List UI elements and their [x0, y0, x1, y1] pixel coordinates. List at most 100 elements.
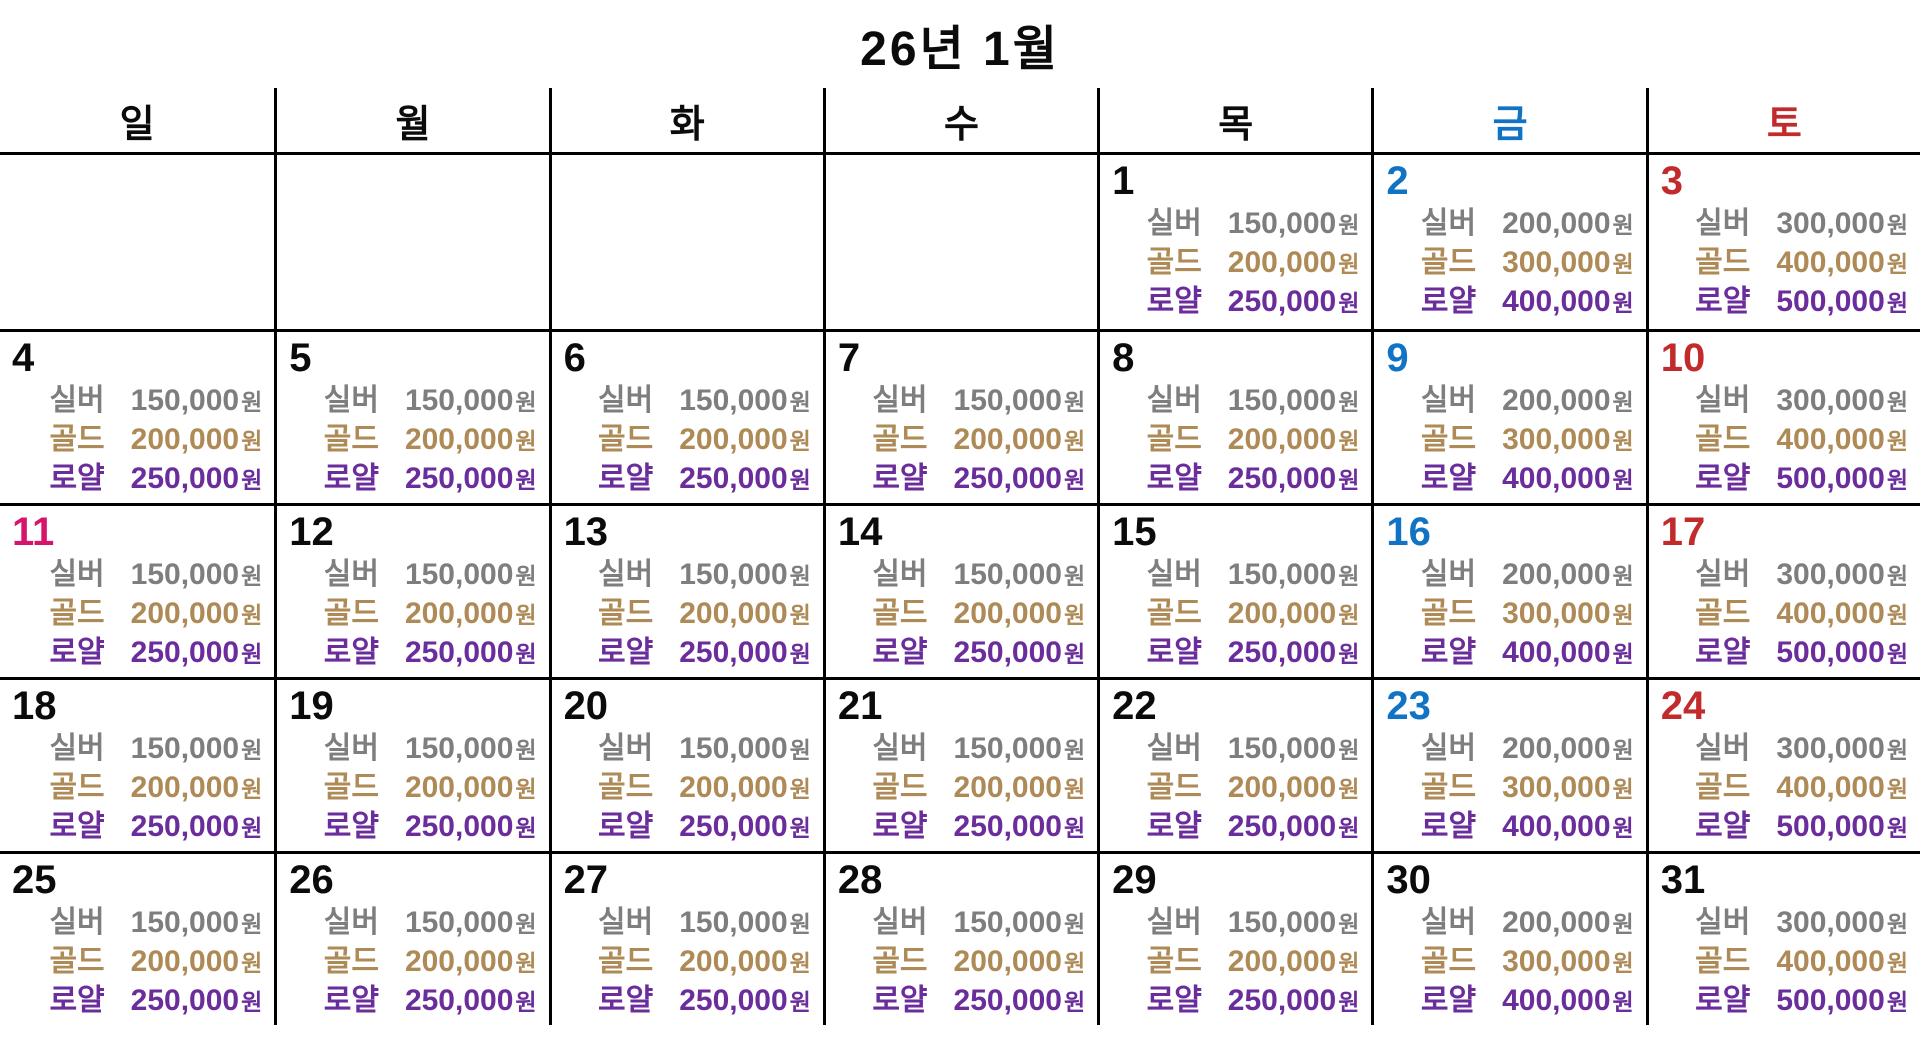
day-cell-4[interactable]: 4 실버 150,000 원 골드 200,000 원 로얄 250,000 원	[0, 329, 275, 503]
tier-label: 실버	[1695, 384, 1751, 417]
tier-label: 골드	[1420, 246, 1477, 279]
day-cell-8[interactable]: 8 실버 150,000 원 골드 200,000 원 로얄 250,000 원	[1097, 329, 1372, 503]
currency-suffix: 원	[515, 911, 537, 937]
day-number: 30	[1386, 858, 1431, 902]
day-cell-11[interactable]: 11 실버 150,000 원 골드 200,000 원 로얄 250,000 …	[0, 503, 275, 677]
day-number: 6	[563, 336, 586, 380]
day-cell-7[interactable]: 7 실버 150,000 원 골드 200,000 원 로얄 250,000 원	[822, 329, 1098, 503]
day-cell-3[interactable]: 3 실버 300,000 원 골드 400,000 원 로얄 500,000 원	[1645, 155, 1920, 329]
price-row: 골드 200,000 원	[289, 769, 540, 808]
tier-label: 실버	[323, 906, 379, 939]
price-value: 250,000	[953, 636, 1062, 669]
price-value: 200,000	[404, 771, 514, 804]
price-list: 실버 150,000 원 골드 200,000 원 로얄 250,000 원	[1112, 205, 1363, 322]
day-cell-31[interactable]: 31 실버 300,000 원 골드 400,000 원 로얄 500,000 …	[1645, 851, 1920, 1025]
currency-suffix: 원	[1063, 641, 1086, 667]
day-cell-20[interactable]: 20 실버 150,000 원 골드 200,000 원 로얄 250,000 …	[548, 677, 823, 851]
day-cell-26[interactable]: 26 실버 150,000 원 골드 200,000 원 로얄 250,000 …	[274, 851, 549, 1025]
price-value: 400,000	[1776, 423, 1885, 456]
price: 300,000 원	[1776, 904, 1908, 943]
tier-label: 골드	[323, 945, 379, 978]
price-row: 골드 400,000 원	[1661, 769, 1912, 808]
day-cell-23[interactable]: 23 실버 200,000 원 골드 300,000 원 로얄 400,000 …	[1371, 677, 1646, 851]
price-value: 400,000	[1502, 984, 1611, 1017]
day-cell-14[interactable]: 14 실버 150,000 원 골드 200,000 원 로얄 250,000 …	[822, 503, 1098, 677]
price-value: 150,000	[679, 906, 788, 939]
day-cell-19[interactable]: 19 실버 150,000 원 골드 200,000 원 로얄 250,000 …	[274, 677, 549, 851]
price-row: 로얄 250,000 원	[289, 460, 540, 499]
day-cell-29[interactable]: 29 실버 150,000 원 골드 200,000 원 로얄 250,000 …	[1097, 851, 1372, 1025]
price: 200,000 원	[954, 769, 1086, 808]
price-list: 실버 150,000 원 골드 200,000 원 로얄 250,000 원	[838, 556, 1089, 673]
day-cell-15[interactable]: 15 실버 150,000 원 골드 200,000 원 로얄 250,000 …	[1097, 503, 1372, 677]
day-cell-21[interactable]: 21 실버 150,000 원 골드 200,000 원 로얄 250,000 …	[822, 677, 1098, 851]
currency-suffix: 원	[241, 737, 263, 763]
day-cell-27[interactable]: 27 실버 150,000 원 골드 200,000 원 로얄 250,000 …	[548, 851, 823, 1025]
day-number: 23	[1386, 684, 1431, 728]
day-cell-9[interactable]: 9 실버 200,000 원 골드 300,000 원 로얄 400,000 원	[1371, 329, 1646, 503]
price: 250,000 원	[954, 808, 1086, 847]
day-cell-30[interactable]: 30 실버 200,000 원 골드 300,000 원 로얄 400,000 …	[1371, 851, 1646, 1025]
price: 200,000 원	[1228, 943, 1360, 982]
price-value: 500,000	[1776, 462, 1885, 495]
tier-label: 로얄	[872, 636, 928, 669]
day-cell-1[interactable]: 1 실버 150,000 원 골드 200,000 원 로얄 250,000 원	[1097, 155, 1371, 329]
price-row: 실버 150,000 원	[12, 382, 266, 421]
currency-suffix: 원	[1886, 290, 1908, 316]
day-cell-16[interactable]: 16 실버 200,000 원 골드 300,000 원 로얄 400,000 …	[1371, 503, 1646, 677]
day-cell-10[interactable]: 10 실버 300,000 원 골드 400,000 원 로얄 500,000 …	[1645, 329, 1920, 503]
tier-label: 실버	[323, 384, 379, 417]
price-row: 로얄 250,000 원	[12, 460, 266, 499]
day-cell-2[interactable]: 2 실버 200,000 원 골드 300,000 원 로얄 400,000 원	[1371, 155, 1645, 329]
price-row: 골드 200,000 원	[12, 421, 266, 460]
price: 250,000 원	[1228, 634, 1360, 673]
tier-label: 골드	[1420, 945, 1477, 978]
tier-label: 실버	[49, 906, 105, 939]
price: 400,000 원	[1502, 460, 1634, 499]
currency-suffix: 원	[241, 815, 263, 841]
price-value: 250,000	[1227, 810, 1337, 843]
currency-suffix: 원	[1612, 776, 1634, 802]
day-number: 15	[1112, 510, 1157, 554]
price: 500,000 원	[1776, 460, 1908, 499]
day-cell-22[interactable]: 22 실버 150,000 원 골드 200,000 원 로얄 250,000 …	[1097, 677, 1372, 851]
price: 300,000 원	[1502, 595, 1634, 634]
price-row: 로얄 250,000 원	[12, 982, 266, 1021]
day-cell-5[interactable]: 5 실버 150,000 원 골드 200,000 원 로얄 250,000 원	[274, 329, 549, 503]
currency-suffix: 원	[515, 989, 537, 1015]
price-row: 로얄 400,000 원	[1386, 982, 1637, 1021]
price-row: 실버 300,000 원	[1661, 556, 1912, 595]
price-value: 150,000	[1227, 732, 1337, 765]
price: 250,000 원	[954, 460, 1086, 499]
day-cell-12[interactable]: 12 실버 150,000 원 골드 200,000 원 로얄 250,000 …	[274, 503, 549, 677]
day-cell-18[interactable]: 18 실버 150,000 원 골드 200,000 원 로얄 250,000 …	[0, 677, 275, 851]
day-cell-13[interactable]: 13 실버 150,000 원 골드 200,000 원 로얄 250,000 …	[548, 503, 823, 677]
price: 200,000 원	[1228, 595, 1360, 634]
tier-label: 로얄	[1420, 636, 1477, 669]
currency-suffix: 원	[515, 950, 537, 976]
empty-day-cell	[0, 155, 274, 329]
day-number: 16	[1386, 510, 1431, 554]
price-list: 실버 150,000 원 골드 200,000 원 로얄 250,000 원	[289, 730, 540, 847]
price: 400,000 원	[1502, 634, 1634, 673]
day-number: 12	[289, 510, 334, 554]
currency-suffix: 원	[515, 776, 537, 802]
price-row: 로얄 400,000 원	[1386, 283, 1637, 322]
price-value: 200,000	[404, 423, 514, 456]
day-cell-17[interactable]: 17 실버 300,000 원 골드 400,000 원 로얄 500,000 …	[1645, 503, 1920, 677]
day-cell-28[interactable]: 28 실버 150,000 원 골드 200,000 원 로얄 250,000 …	[822, 851, 1098, 1025]
price-row: 골드 200,000 원	[1112, 421, 1363, 460]
price-value: 300,000	[1776, 558, 1885, 591]
tier-label: 실버	[323, 732, 379, 765]
day-cell-24[interactable]: 24 실버 300,000 원 골드 400,000 원 로얄 500,000 …	[1645, 677, 1920, 851]
tier-label: 실버	[872, 732, 928, 765]
day-cell-25[interactable]: 25 실버 150,000 원 골드 200,000 원 로얄 250,000 …	[0, 851, 275, 1025]
price-value: 300,000	[1502, 945, 1611, 978]
price: 200,000 원	[1228, 421, 1360, 460]
currency-suffix: 원	[241, 602, 263, 628]
price-list: 실버 150,000 원 골드 200,000 원 로얄 250,000 원	[1112, 382, 1363, 499]
day-cell-6[interactable]: 6 실버 150,000 원 골드 200,000 원 로얄 250,000 원	[548, 329, 823, 503]
tier-label: 로얄	[872, 810, 928, 843]
day-number: 17	[1660, 510, 1706, 554]
